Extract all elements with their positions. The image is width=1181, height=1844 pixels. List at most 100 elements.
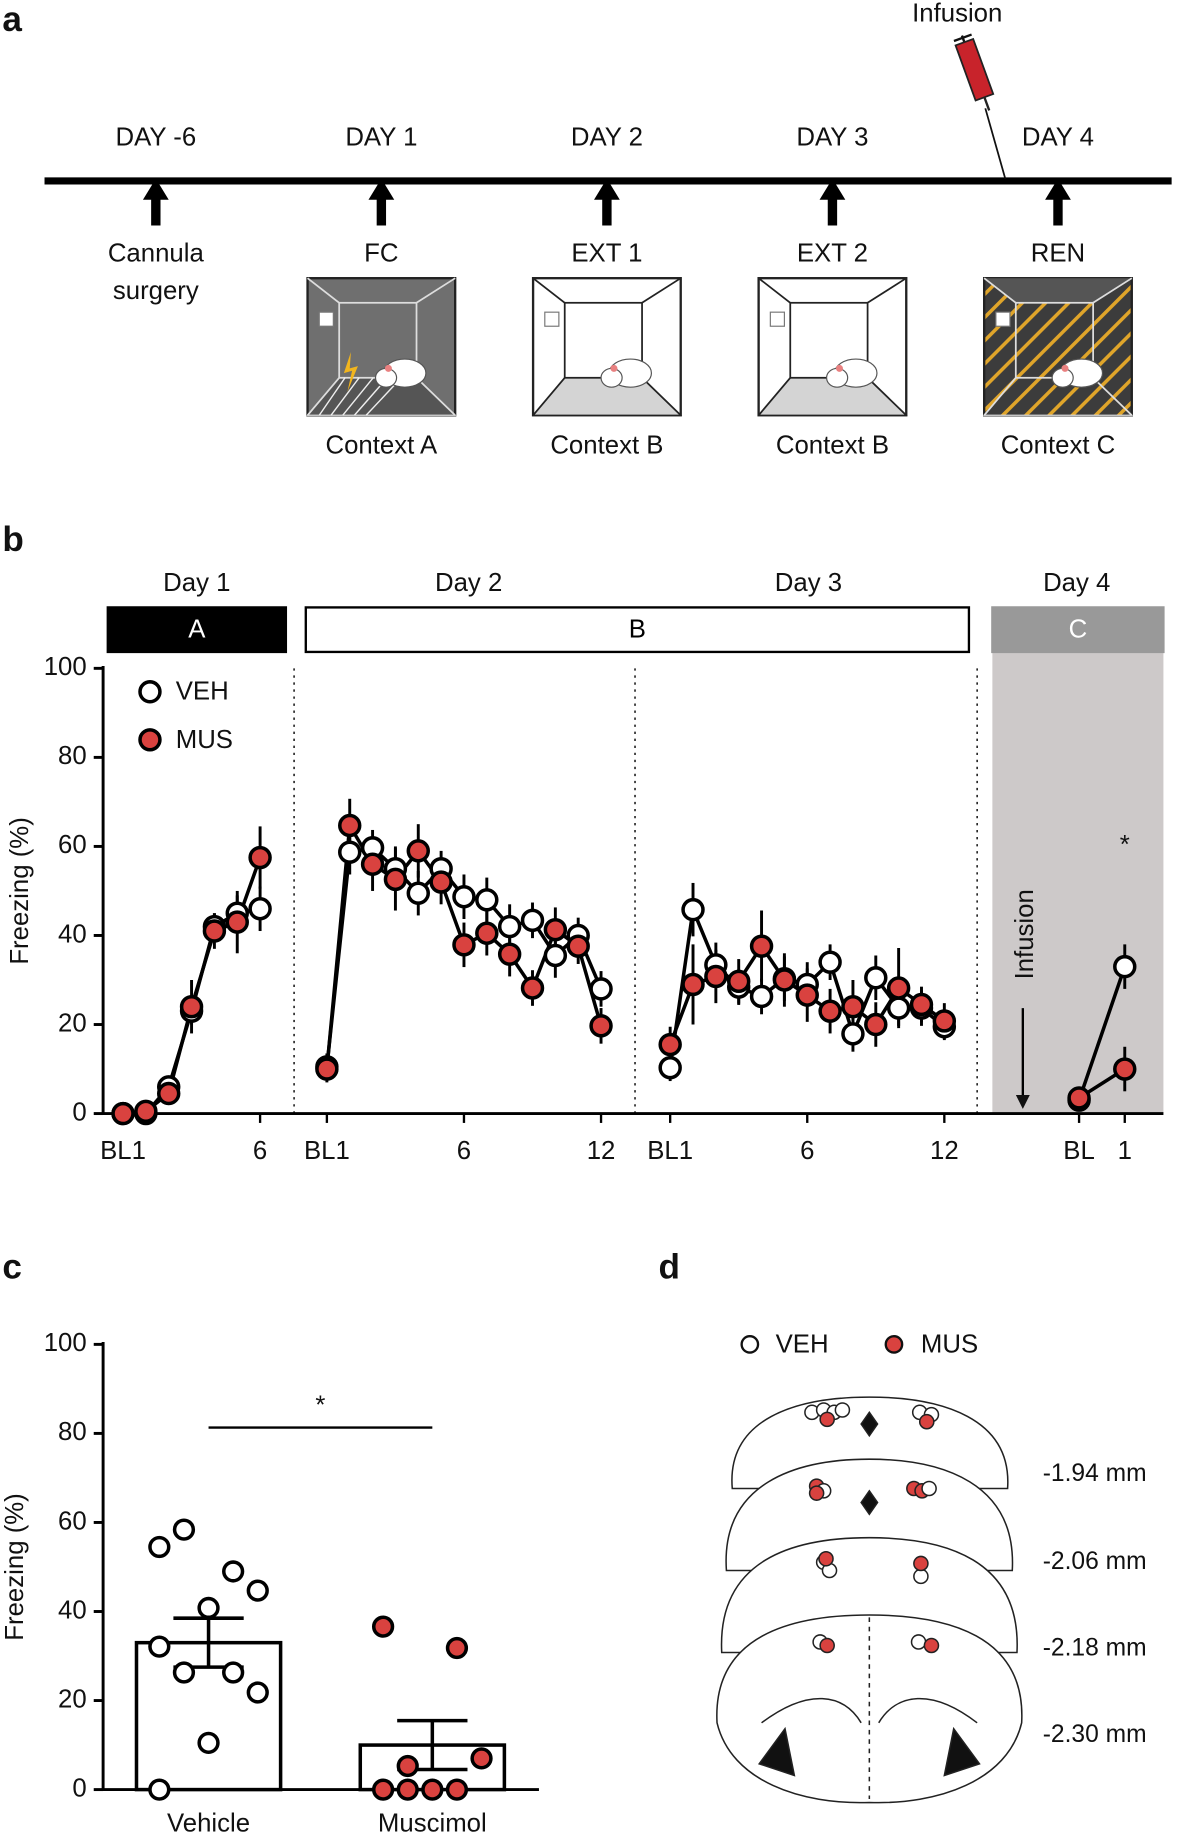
legend-label: VEH [176, 678, 229, 706]
data-point [818, 999, 842, 1023]
data-point [818, 950, 842, 974]
context-label: Context A [326, 432, 439, 460]
legend-marker [884, 1334, 904, 1354]
data-point [520, 908, 545, 933]
data-point [543, 943, 568, 968]
x-tick-label: 6 [800, 1137, 814, 1165]
data-point [749, 934, 774, 958]
mouse-ear [1061, 364, 1069, 372]
y-tick-label: 20 [58, 1009, 87, 1037]
brain-sections [716, 1396, 1023, 1804]
data-point [772, 968, 797, 992]
data-point [338, 813, 362, 838]
level-label: -2.30 mm [1043, 1721, 1147, 1748]
day-title: Day 3 [775, 569, 842, 597]
infusion-label: Infusion [912, 0, 1002, 27]
context-bar [304, 606, 971, 654]
box-edge [307, 277, 340, 304]
session-label: EXT 2 [797, 240, 868, 268]
y-tick-label: 100 [44, 1329, 87, 1357]
data-point [396, 1754, 419, 1778]
y-axis-title: Freezing (%) [1, 1493, 29, 1640]
mouse-head [825, 367, 849, 388]
box-edge [416, 277, 456, 304]
legend-label: MUS [921, 1330, 978, 1358]
speaker-icon [995, 311, 1011, 327]
data-point [134, 1099, 158, 1124]
data-point [886, 996, 911, 1020]
timeline-arrow [142, 178, 169, 226]
x-tick-label: 6 [253, 1137, 267, 1165]
box-edge [983, 277, 1017, 304]
data-point [429, 870, 453, 894]
box-edge [532, 277, 566, 304]
data-point [681, 897, 705, 922]
box-edge [641, 377, 682, 416]
data-point [452, 933, 476, 957]
data-point [148, 1535, 171, 1559]
data-point [202, 919, 227, 943]
box-edge [867, 277, 907, 304]
data-point [1113, 954, 1137, 979]
y-tick-label: 0 [72, 1774, 86, 1802]
data-point [658, 1032, 682, 1057]
x-tick-label: Muscimol [378, 1810, 487, 1838]
y-tick-label: 80 [58, 742, 87, 770]
box-edge [415, 377, 456, 416]
data-point [421, 1778, 444, 1801]
box-edge [757, 377, 791, 416]
speaker-icon [318, 311, 334, 327]
data-point [749, 984, 774, 1009]
session-label: Cannula [108, 240, 205, 268]
data-point [841, 994, 865, 1019]
data-point [248, 897, 272, 921]
level-label: -2.06 mm [1043, 1548, 1147, 1575]
mouse-ear [835, 364, 843, 372]
day-title: Day 4 [1043, 569, 1110, 597]
series-line [1077, 966, 1127, 1101]
mouse-head [1051, 367, 1074, 388]
data-point [248, 845, 272, 870]
data-point [841, 1022, 865, 1046]
timeline-arrow [819, 178, 846, 226]
y-tick-label: 40 [58, 920, 87, 948]
data-point [520, 976, 545, 1000]
data-point [864, 1012, 888, 1037]
data-point [197, 1596, 220, 1620]
panel-label: a [2, 0, 22, 39]
grid-floor [330, 377, 360, 416]
data-point [681, 972, 705, 997]
timeline-arrow [1045, 178, 1071, 226]
data-point [197, 1731, 220, 1754]
data-point [360, 852, 385, 876]
mouse-head [374, 367, 398, 388]
speaker-icon [769, 311, 785, 327]
box-edge [1092, 377, 1133, 416]
significance: * [315, 1391, 325, 1419]
data-point [497, 942, 522, 966]
data-point [406, 881, 430, 905]
data-point [148, 1778, 171, 1801]
context-box [531, 277, 683, 417]
data-point [452, 885, 476, 909]
day-label: DAY 1 [345, 124, 417, 152]
mouse-ear [384, 364, 392, 372]
session-label: EXT 1 [571, 240, 642, 268]
x-tick-label: 12 [587, 1137, 616, 1165]
shock-icon [343, 352, 358, 392]
day-title: Day 2 [435, 569, 502, 597]
y-tick-label: 80 [58, 1418, 87, 1446]
legend-label: MUS [176, 726, 233, 754]
data-point [225, 910, 249, 934]
x-tick-label: BL1 [647, 1137, 693, 1165]
context-bar [991, 606, 1165, 654]
context-bar-label: A [188, 616, 206, 644]
data-point [726, 969, 751, 994]
data-point [543, 917, 568, 942]
data-point [589, 977, 613, 1001]
data-point [222, 1560, 245, 1583]
data-point [470, 1747, 493, 1770]
data-point [338, 840, 362, 864]
timeline-arrow [594, 178, 620, 226]
